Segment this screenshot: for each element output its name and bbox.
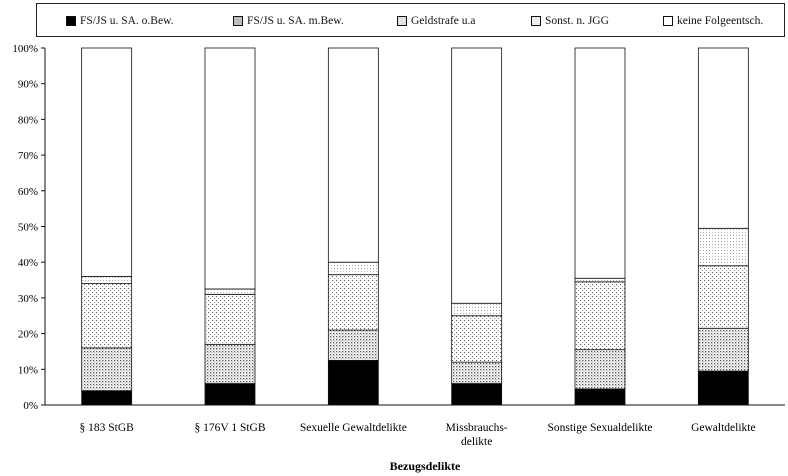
bar-segment-4-category-5 xyxy=(574,277,626,283)
bar-segment-2-category-1 xyxy=(81,347,133,392)
legend-label: FS/JS u. SA. o.Bew. xyxy=(80,15,174,27)
category-label: delikte xyxy=(461,436,492,448)
category-label: Missbrauchs- xyxy=(446,422,508,434)
bar-segment-2-category-3 xyxy=(327,329,379,361)
bar-segment-2-category-4 xyxy=(451,361,503,384)
bar-segment-5-category-3 xyxy=(327,47,379,263)
bar-segment-2-category-5 xyxy=(574,349,626,390)
legend-label: FS/JS u. SA. m.Bew. xyxy=(247,15,344,27)
legend-label: keine Folgeentsch. xyxy=(677,15,764,27)
x-axis-title: Bezugsdelikte xyxy=(390,459,461,473)
legend-swatch-solid xyxy=(66,16,76,26)
y-tick-label: 20% xyxy=(18,329,38,341)
category-labels: § 183 StGB § 176V 1 StGB Sexuelle Gewaltde… xyxy=(80,422,756,448)
legend-label: Sonst. n. JGG xyxy=(545,15,609,27)
legend-item-keine-folgeentscheidung: keine Folgeentsch. xyxy=(663,14,763,28)
bar-segment-5-category-2 xyxy=(204,47,256,290)
y-tick-label: 10% xyxy=(18,364,38,376)
bar-segment-3-category-6 xyxy=(697,265,749,329)
legend-item-sonst-jgg: Sonst. n. JGG xyxy=(531,14,609,28)
y-tick-label: 60% xyxy=(18,186,38,198)
legend-item-fs-js-ohne-bewaehrung: FS/JS u. SA. o.Bew. xyxy=(66,14,174,28)
bar-segment-2-category-2 xyxy=(204,343,256,384)
y-tick-label: 30% xyxy=(18,293,38,305)
category-label: Sonstige Sexualdelikte xyxy=(547,422,652,434)
y-tick-label: 90% xyxy=(18,79,38,91)
bar-segment-3-category-1 xyxy=(81,283,133,349)
category-label: Sexuelle Gewaltdelikte xyxy=(300,422,407,434)
bar-segment-3-category-4 xyxy=(451,315,503,363)
bar-segment-1-category-5 xyxy=(574,388,626,406)
legend-item-fs-js-mit-bewaehrung: FS/JS u. SA. m.Bew. xyxy=(233,14,344,28)
legend-item-geldstrafe: Geldstrafe u.a xyxy=(397,14,476,28)
bar-segment-4-category-1 xyxy=(81,276,133,285)
axes: 0% 10% 20% 30% 40% 50% 60% 70% 80% 90% 100% xyxy=(12,43,785,412)
category-label: Gewaltdelikte xyxy=(691,422,756,434)
category-label: § 183 StGB xyxy=(80,422,135,434)
bar-segment-1-category-4 xyxy=(451,383,503,406)
bar-segment-4-category-2 xyxy=(204,288,256,295)
legend-label: Geldstrafe u.a xyxy=(411,15,476,27)
bar-segment-5-category-5 xyxy=(574,47,626,279)
y-tick-label: 100% xyxy=(12,43,38,55)
legend-swatch-fine-dots xyxy=(531,16,541,26)
bar-segment-1-category-6 xyxy=(697,370,749,406)
y-tick-label: 0% xyxy=(23,400,38,412)
bar-segment-4-category-6 xyxy=(697,227,749,267)
bar-segment-5-category-4 xyxy=(451,47,503,304)
bar-segment-3-category-2 xyxy=(204,293,256,345)
bars xyxy=(81,47,749,406)
y-tick-label: 80% xyxy=(18,114,38,126)
bar-segment-4-category-3 xyxy=(327,261,379,276)
bar-segment-4-category-4 xyxy=(451,302,503,317)
legend-swatch-white xyxy=(663,16,673,26)
category-label: § 176V 1 StGB xyxy=(194,422,265,434)
y-tick-label: 70% xyxy=(18,150,38,162)
bar-segment-5-category-1 xyxy=(81,47,133,277)
bar-segment-5-category-6 xyxy=(697,47,749,229)
y-tick-label: 50% xyxy=(18,222,38,234)
bar-segment-1-category-1 xyxy=(81,390,133,406)
legend-swatch-dense-dots xyxy=(233,16,243,26)
bar-segment-1-category-3 xyxy=(327,359,379,406)
bar-segment-3-category-3 xyxy=(327,274,379,331)
bar-segment-1-category-2 xyxy=(204,383,256,406)
legend: FS/JS u. SA. o.Bew. FS/JS u. SA. m.Bew. … xyxy=(36,3,785,37)
bar-segment-3-category-5 xyxy=(574,281,626,351)
bar-segment-2-category-6 xyxy=(697,327,749,372)
y-tick-label: 40% xyxy=(18,257,38,269)
legend-swatch-sparse-dots xyxy=(397,16,407,26)
